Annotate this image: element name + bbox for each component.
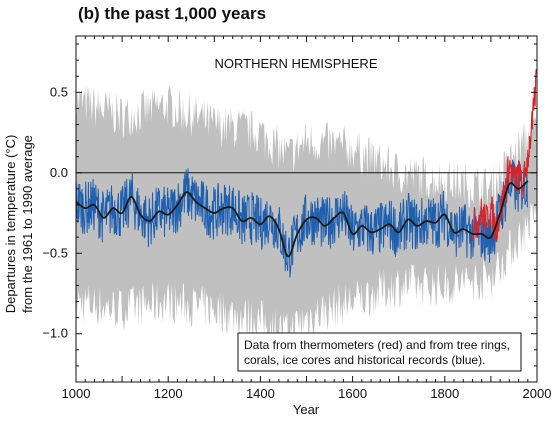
y-tick-label: −0.5 [42,245,68,260]
uncertainty-band-area [76,84,537,351]
y-axis-label-line-2: from the 1961 to 1990 average [20,135,35,313]
x-tick-label: 1200 [154,386,183,401]
chart-title: (b) the past 1,000 years [78,4,267,23]
y-tick-label: 0.0 [50,165,68,180]
x-axis-ticks: 1000 1200 1400 1600 1800 2000 [62,36,552,401]
smoothed-line [75,180,529,258]
x-tick-label: 1600 [338,386,367,401]
y-tick-label: −1.0 [42,326,68,341]
y-axis-ticks: 0.5 0.0 −0.5 −1.0 [42,43,537,383]
proxy-line [75,159,529,278]
y-tick-label: 0.5 [50,84,68,99]
uncertainty-band [76,84,537,351]
region-label: NORTHERN HEMISPHERE [214,56,377,71]
thermometer-line [471,69,537,242]
x-tick-label: 1800 [430,386,459,401]
annotation-box: Data from thermometers (red) and from tr… [237,332,522,372]
annotation-line-2: corals, ice cores and historical records… [244,353,485,367]
x-tick-label: 1400 [246,386,275,401]
proxy-series [75,159,529,278]
annotation-line-1: Data from thermometers (red) and from tr… [244,338,510,352]
smoothed-series [75,180,529,258]
thermometer-series [471,69,537,242]
y-axis-label-line-1: Departures in temperature (°C) [3,135,18,314]
x-tick-label: 1000 [62,386,91,401]
x-tick-label: 2000 [523,386,552,401]
x-axis-label: Year [293,402,320,417]
